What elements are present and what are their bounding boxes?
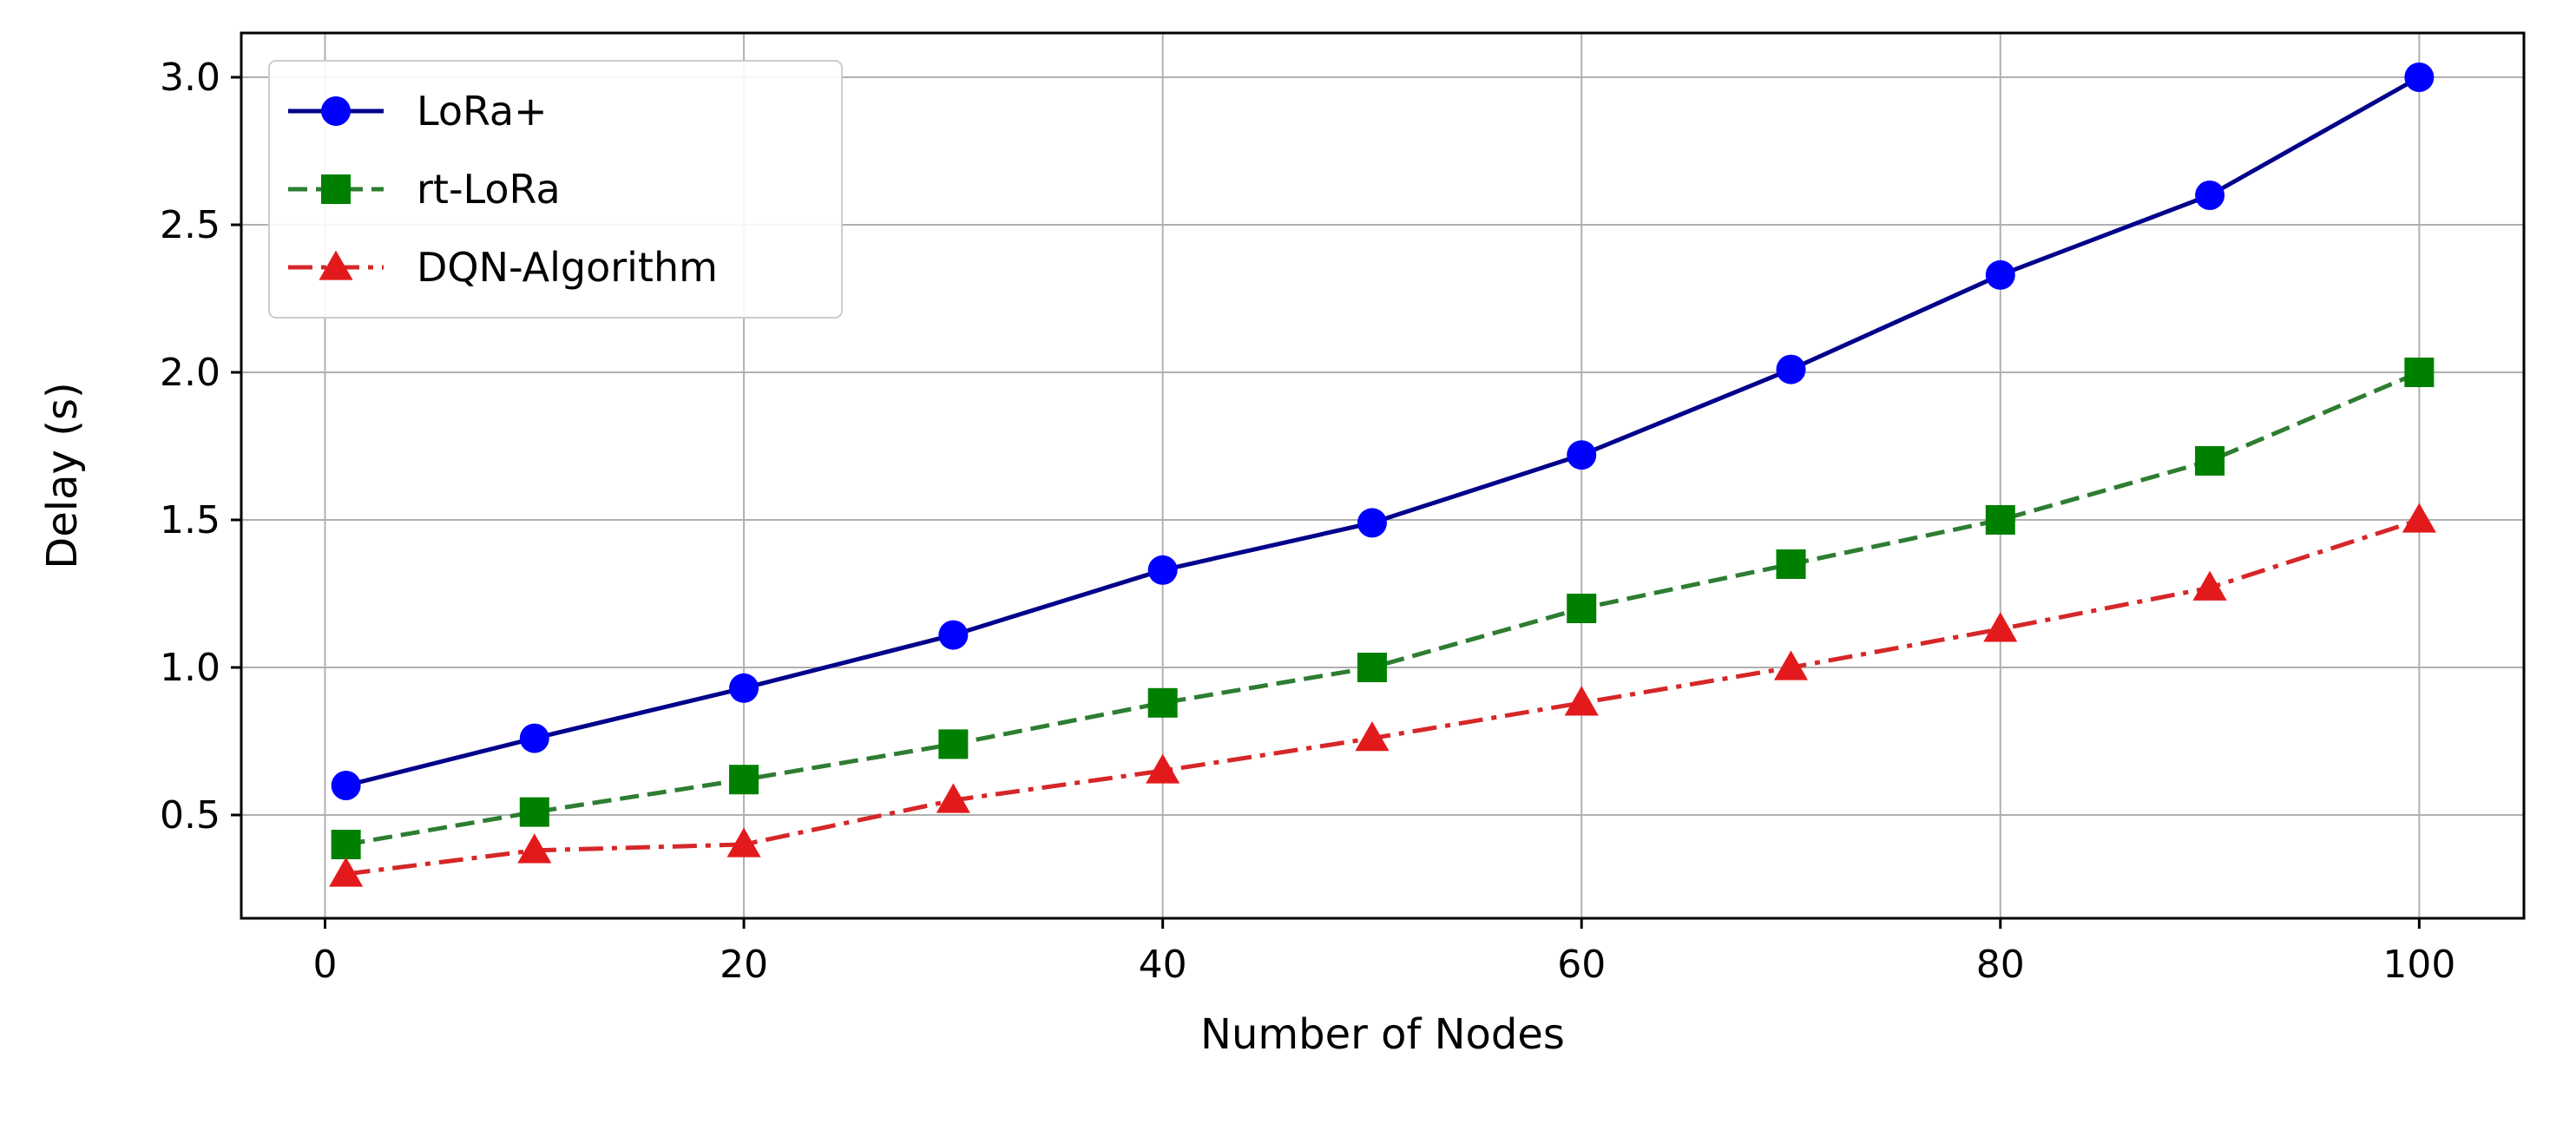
data-point xyxy=(2195,446,2225,476)
x-tick-label: 0 xyxy=(313,943,338,987)
legend-label: DQN-Algorithm xyxy=(417,244,718,291)
x-tick-label: 100 xyxy=(2382,943,2455,987)
data-point xyxy=(1147,555,1178,585)
data-point xyxy=(1776,354,1806,384)
data-point xyxy=(1773,650,1809,680)
data-point xyxy=(519,723,549,753)
x-tick-label: 60 xyxy=(1557,943,1606,987)
data-point xyxy=(1983,612,2018,642)
y-tick-label: 1.5 xyxy=(160,498,220,542)
series-rt-lora xyxy=(331,358,2435,859)
legend-label: LoRa+ xyxy=(417,88,548,135)
data-point xyxy=(1567,594,1597,623)
data-point xyxy=(1147,687,1178,718)
data-point xyxy=(729,765,759,795)
y-axis-ticks: 0.5 1.0 1.5 2.0 2.5 3.0 xyxy=(160,56,241,838)
legend-label: rt-LoRa xyxy=(417,166,561,213)
y-tick-label: 2.0 xyxy=(160,351,220,395)
data-point xyxy=(729,673,759,703)
data-point xyxy=(2402,503,2436,533)
data-point xyxy=(938,620,969,650)
x-tick-label: 80 xyxy=(1976,943,2025,987)
data-point xyxy=(517,833,552,864)
legend-item: DQN-Algorithm xyxy=(288,244,718,291)
data-point xyxy=(1564,686,1599,716)
x-tick-label: 20 xyxy=(720,943,768,987)
data-point xyxy=(726,827,761,858)
data-point xyxy=(1567,440,1597,470)
data-point xyxy=(331,771,361,800)
series-dqn-algorithm xyxy=(329,503,2436,887)
plot-area-frame xyxy=(240,31,2526,920)
y-tick-label: 3.0 xyxy=(160,56,220,100)
data-point xyxy=(1146,753,1180,784)
legend-marker xyxy=(321,174,351,204)
data-point xyxy=(1776,549,1806,579)
data-point xyxy=(1985,505,2015,535)
data-point xyxy=(1357,653,1387,682)
data-point xyxy=(1357,508,1387,538)
data-point xyxy=(1355,721,1390,752)
legend-marker xyxy=(321,96,351,126)
legend-box xyxy=(268,60,843,319)
data-point xyxy=(2195,181,2225,210)
legend-item: LoRa+ xyxy=(288,88,548,135)
legend-marker xyxy=(319,250,353,280)
data-point xyxy=(2192,570,2227,601)
data-point xyxy=(2404,62,2435,92)
data-point xyxy=(331,830,361,859)
data-point xyxy=(936,783,970,813)
data-point xyxy=(2404,358,2435,387)
series-lines xyxy=(329,62,2436,887)
series-lora- xyxy=(331,62,2435,800)
x-axis-label: Number of Nodes xyxy=(1200,1010,1565,1059)
legend-item: rt-LoRa xyxy=(288,166,561,213)
y-tick-label: 2.5 xyxy=(160,203,220,247)
data-point xyxy=(938,729,969,759)
data-point xyxy=(1985,260,2015,290)
y-tick-label: 1.0 xyxy=(160,646,220,690)
x-axis-ticks: 0 20 40 60 80 100 xyxy=(313,918,2455,987)
legend: LoRa+ rt-LoRa DQN-Algorithm xyxy=(268,60,843,319)
data-point xyxy=(519,797,549,827)
y-axis-label: Delay (s) xyxy=(38,382,87,568)
x-tick-label: 40 xyxy=(1139,943,1187,987)
y-tick-label: 0.5 xyxy=(160,793,220,838)
data-point xyxy=(329,857,364,887)
